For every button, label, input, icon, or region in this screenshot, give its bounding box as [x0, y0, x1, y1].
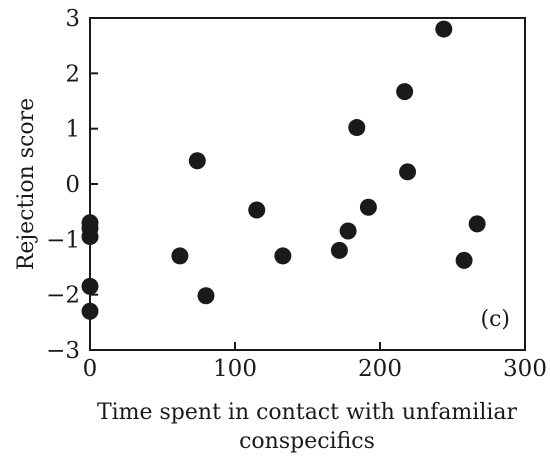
x-tick-label: 0 — [83, 356, 98, 382]
data-point — [399, 163, 417, 181]
data-point — [435, 20, 453, 38]
y-tick-label: 2 — [65, 61, 80, 87]
data-point — [171, 247, 189, 265]
x-tick-label: 100 — [213, 356, 257, 382]
y-tick-label: 1 — [65, 117, 80, 143]
y-axis-title: Rejection score — [14, 98, 39, 270]
x-axis-title-line-2: conspecifics — [239, 429, 375, 454]
x-axis-title-line-1: Time spent in contact with unfamiliar — [97, 400, 518, 425]
data-point — [81, 302, 99, 320]
data-point — [359, 198, 377, 216]
data-point — [348, 119, 366, 137]
data-point — [188, 152, 206, 170]
y-tick-label: 3 — [65, 6, 80, 32]
y-tick-label: 0 — [65, 172, 80, 198]
panel-label: (c) — [481, 307, 511, 332]
data-point — [81, 277, 99, 295]
data-point — [81, 228, 99, 246]
data-point — [468, 215, 486, 233]
y-tick-label: −2 — [46, 283, 80, 309]
data-point — [455, 251, 473, 269]
x-tick-label: 300 — [503, 356, 547, 382]
data-point — [330, 241, 348, 259]
data-point — [248, 201, 266, 219]
y-tick-label: −3 — [46, 338, 80, 364]
plot-area-frame — [89, 17, 526, 351]
data-point — [274, 247, 292, 265]
data-point — [339, 222, 357, 240]
data-points — [81, 20, 486, 320]
data-point — [197, 287, 215, 305]
x-tick-label: 200 — [358, 356, 402, 382]
y-tick-label: −1 — [46, 227, 80, 253]
data-point — [396, 83, 414, 101]
